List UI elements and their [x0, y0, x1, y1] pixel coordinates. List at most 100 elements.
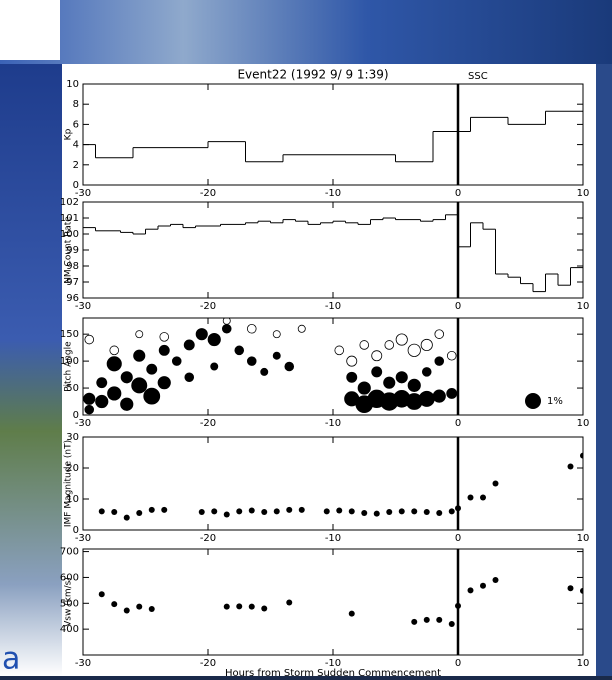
bubble — [421, 367, 432, 377]
bubble — [432, 389, 446, 403]
y-tick-label: 20 — [66, 463, 79, 474]
y-tick-label: 98 — [66, 261, 79, 272]
x-tick-label: -30 — [75, 418, 91, 429]
bubble — [84, 404, 95, 415]
chart-title: Event22 (1992 9/ 9 1:39) — [237, 68, 388, 82]
bubble — [95, 394, 109, 409]
bubble — [109, 345, 120, 356]
point — [223, 603, 230, 610]
point — [373, 510, 380, 517]
point — [423, 509, 430, 516]
y-tick-label: 30 — [66, 432, 79, 443]
point — [261, 605, 268, 612]
annotation: SSC — [468, 71, 488, 82]
x-tick-label: 10 — [577, 533, 590, 544]
y-axis-label: Vsw (km/s) — [64, 577, 74, 627]
point — [336, 507, 343, 514]
bubble — [146, 363, 158, 375]
y-tick-label: 6 — [73, 119, 79, 130]
point — [348, 610, 355, 617]
point — [492, 577, 499, 584]
point — [236, 603, 243, 610]
bubble — [407, 378, 421, 392]
y-axis-label: Kp — [64, 128, 74, 140]
photo-strip — [0, 0, 612, 64]
point — [111, 509, 118, 516]
bubble — [446, 387, 458, 399]
y-tick-label: 50 — [66, 383, 79, 394]
header-white — [0, 0, 60, 60]
bubble — [284, 361, 295, 372]
x-tick-label: -10 — [325, 188, 341, 199]
y-tick-label: 150 — [60, 329, 79, 340]
y-tick-label: 102 — [60, 197, 79, 208]
bubble — [184, 372, 195, 383]
x-tick-label: -10 — [325, 418, 341, 429]
point — [567, 463, 574, 470]
x-tick-label: 10 — [577, 658, 590, 669]
point — [298, 506, 305, 513]
bubble — [195, 328, 208, 341]
y-tick-label: 400 — [60, 624, 79, 635]
y-tick-label: 0 — [73, 525, 79, 536]
bubble — [158, 344, 170, 356]
y-tick-label: 10 — [66, 79, 79, 90]
bubble — [106, 356, 122, 372]
point — [123, 514, 130, 521]
point — [492, 480, 499, 487]
y-tick-label: 700 — [60, 547, 79, 558]
point — [423, 616, 430, 623]
x-tick-label: -20 — [200, 301, 216, 312]
y-tick-label: 4 — [73, 140, 79, 151]
y-tick-label: 99 — [66, 245, 79, 256]
point — [248, 603, 255, 610]
point — [261, 509, 268, 516]
y-axis-label: NM Count Rate — [64, 216, 74, 284]
bubble — [246, 323, 257, 334]
bubble — [171, 356, 182, 366]
bubble — [371, 350, 383, 362]
bubble — [434, 356, 445, 366]
bubble — [407, 343, 421, 357]
point — [136, 603, 143, 610]
x-axis-label: Hours from Storm Sudden Commencement — [225, 668, 441, 676]
y-tick-label: 100 — [60, 356, 79, 367]
x-tick-label: 0 — [455, 418, 461, 429]
bubble — [346, 355, 358, 367]
point — [386, 509, 393, 516]
x-tick-label: -20 — [200, 533, 216, 544]
bubble — [131, 377, 148, 394]
point — [323, 508, 330, 515]
bubble — [297, 324, 306, 333]
y-tick-label: 2 — [73, 160, 79, 171]
bubble — [383, 376, 396, 389]
point — [480, 494, 486, 501]
point — [248, 507, 255, 514]
bubble — [357, 381, 371, 395]
bubble — [272, 351, 281, 360]
bubble — [272, 330, 281, 339]
point — [98, 508, 105, 515]
x-tick-label: 10 — [577, 418, 590, 429]
point — [286, 599, 293, 606]
point — [580, 587, 583, 594]
point — [567, 585, 574, 592]
point — [211, 508, 218, 515]
point — [98, 591, 105, 598]
bubble — [107, 386, 122, 401]
x-tick-label: -20 — [200, 418, 216, 429]
x-tick-label: -30 — [75, 533, 91, 544]
point — [361, 509, 368, 516]
x-tick-label: 0 — [455, 533, 461, 544]
bubble — [446, 350, 457, 361]
point — [348, 508, 355, 515]
point — [467, 587, 474, 594]
bubble — [96, 377, 108, 389]
x-tick-label: -30 — [75, 188, 91, 199]
x-tick-label: -30 — [75, 658, 91, 669]
y-tick-label: 0 — [73, 180, 79, 191]
bubble — [157, 376, 171, 390]
bubble — [234, 345, 245, 356]
